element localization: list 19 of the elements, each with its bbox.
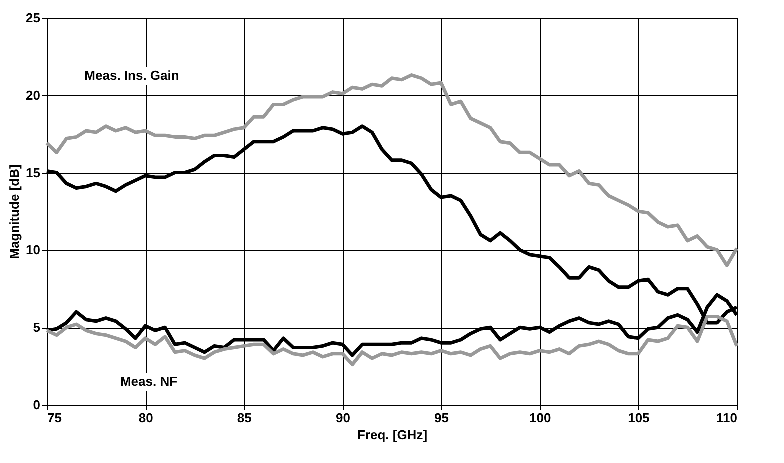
x-tick-label: 90	[336, 410, 350, 426]
x-tick-label: 110	[716, 410, 738, 426]
x-tick-label: 75	[48, 410, 62, 426]
y-tick-label: 5	[33, 320, 40, 336]
line-series	[45, 315, 739, 366]
y-tick-label: 20	[26, 88, 40, 103]
x-tick-label: 80	[138, 410, 154, 426]
y-tick-label: 25	[26, 10, 40, 26]
x-tick-label: 105	[628, 410, 650, 426]
y-tick-label: 15	[26, 165, 40, 180]
annotation: Meas. Ins. Gain	[84, 68, 180, 83]
x-tick-label: 100	[530, 410, 552, 426]
x-tick-label: 95	[434, 410, 450, 426]
x-axis-title: Freq. [GHz]	[357, 428, 428, 442]
y-axis-title: Magnitude [dB]	[7, 164, 22, 260]
y-tick-label: 10	[26, 242, 40, 258]
x-tick-label: 85	[237, 410, 252, 426]
y-tick-label: 0	[33, 398, 40, 412]
annotation: Meas. NF	[120, 374, 178, 389]
